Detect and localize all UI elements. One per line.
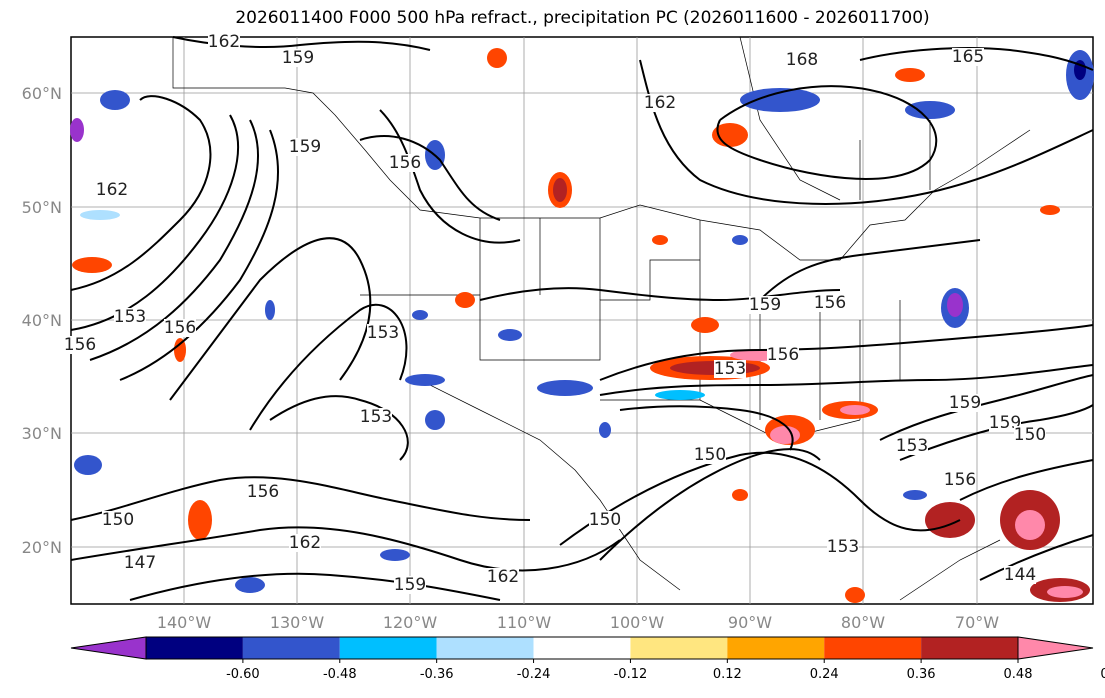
map-title: 2026011400 F000 500 hPa refract., precip… [235,8,930,28]
colorbar-tick-label: 0.12 [713,667,742,682]
lat-label: 50°N [22,198,62,217]
contour-label: 159 [289,137,321,157]
colorbar-tick-label: -0.12 [614,667,648,682]
contour-labels: 162 159 168 165 162 156 159 162 153 156 156 153 153 1… [64,32,1046,595]
contour-label: 156 [64,335,96,355]
lon-label: 120°W [383,613,438,632]
refractivity-contours [70,36,1094,601]
contour-label: 153 [896,436,928,456]
contour-label: 156 [944,470,976,490]
lat-label: 40°N [22,311,62,330]
contour-label: 162 [289,533,321,553]
contour-label: 153 [367,323,399,343]
graticule-grid [71,37,1093,604]
contour-label: 144 [1004,565,1036,585]
contour-label: 156 [389,153,421,173]
colorbar-tick-label: -0.36 [420,667,454,682]
lat-label: 20°N [22,538,62,557]
lon-label: 90°W [728,613,772,632]
contour-label: 162 [644,93,676,113]
colorbar-segment [436,637,534,659]
contour-label: 150 [589,510,621,530]
contour-label: 159 [949,393,981,413]
longitude-labels: 140°W 130°W 120°W 110°W 100°W 90°W 80°W 70°W [157,613,999,632]
colorbar-extend-low [70,636,147,660]
lon-label: 140°W [157,613,212,632]
lon-label: 100°W [610,613,665,632]
colorbar-segment [146,637,243,659]
colorbar-segment [824,637,922,659]
colorbar-tick-label: 0.60 [1100,667,1105,682]
lon-label: 80°W [841,613,885,632]
contour-label: 150 [694,445,726,465]
contour-label: 156 [767,345,799,365]
latitude-labels: 60°N 50°N 40°N 30°N 20°N [22,84,62,557]
colorbar: -0.60 -0.48 -0.36 -0.24 -0.12 0.12 0.24 0.36 0.4… [70,636,1105,682]
colorbar-tick-label: -0.24 [517,667,551,682]
contour-label: 156 [247,482,279,502]
colorbar-segment [921,637,1018,659]
colorbar-tick-label: 0.36 [907,667,936,682]
colorbar-segment [727,637,825,659]
contour-label: 159 [989,413,1021,433]
lon-label: 110°W [497,613,552,632]
contour-label: 150 [1014,425,1046,445]
lon-label: 130°W [270,613,325,632]
contour-label: 162 [487,567,519,587]
colorbar-tick-label: 0.48 [1004,667,1033,682]
colorbar-segment [242,637,340,659]
lat-label: 30°N [22,424,62,443]
contour-label: 147 [124,553,156,573]
contour-label: 156 [164,318,196,338]
contour-label: 165 [952,47,984,67]
colorbar-segment [533,637,631,659]
contour-label: 162 [96,180,128,200]
contour-label: 153 [114,307,146,327]
contour-label: 156 [814,293,846,313]
colorbar-extend-high [1017,636,1094,660]
contour-label: 153 [714,359,746,379]
lon-label: 70°W [955,613,999,632]
colorbar-tick-label: -0.60 [226,667,260,682]
contour-label: 162 [208,32,240,52]
contour-label: 159 [282,48,314,68]
colorbar-tick-label: -0.48 [323,667,357,682]
contour-label: 159 [749,295,781,315]
colorbar-tick-label: 0.24 [810,667,839,682]
lat-label: 60°N [22,84,62,103]
contour-label: 168 [786,50,818,70]
contour-label: 159 [394,575,426,595]
map-frame [70,36,1094,605]
contour-label: 153 [827,537,859,557]
colorbar-segment [339,637,437,659]
contour-label: 153 [360,407,392,427]
colorbar-segment [630,637,728,659]
contour-label: 150 [102,510,134,530]
